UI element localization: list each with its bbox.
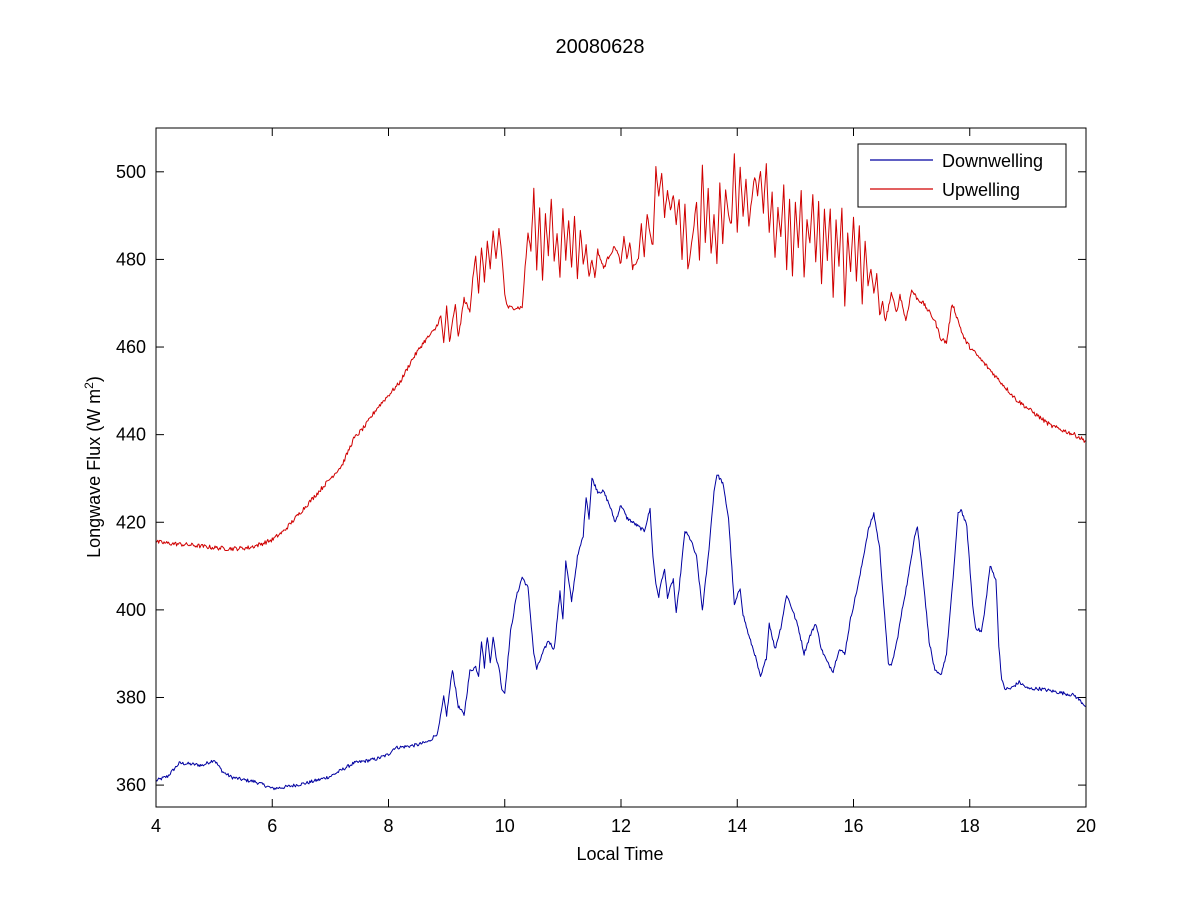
y-axis-label-suffix: ) (84, 376, 104, 382)
legend-box (857, 143, 1067, 208)
x-tick-label: 18 (960, 816, 980, 836)
x-axis-label: Local Time (576, 844, 663, 864)
series-line-upwelling (156, 153, 1086, 552)
y-tick-label: 500 (116, 162, 146, 182)
x-tick-label: 6 (267, 816, 277, 836)
x-tick-label: 20 (1076, 816, 1096, 836)
plot-area-frame (155, 127, 1087, 808)
x-tick-label: 10 (495, 816, 515, 836)
chart-title: 20080628 (556, 36, 645, 58)
legend-label-downwelling: Downwelling (942, 151, 1043, 171)
x-tick-label: 8 (383, 816, 393, 836)
legend-label-upwelling: Upwelling (942, 180, 1020, 200)
y-tick-label: 480 (116, 249, 146, 269)
x-tick-label: 12 (611, 816, 631, 836)
y-tick-label: 360 (116, 775, 146, 795)
tick-labels: 4 6 8 10 12 14 16 18 20 360 380 400 420 440 460 480 500 (116, 162, 1096, 836)
y-tick-label: 420 (116, 512, 146, 532)
y-tick-label: 380 (116, 687, 146, 707)
x-tick-label: 4 (151, 816, 161, 836)
plot-lines (156, 153, 1086, 791)
x-tick-label: 16 (843, 816, 863, 836)
legend: Downwelling Upwelling (857, 143, 1067, 208)
y-axis-label-prefix: Longwave Flux (W m (84, 389, 104, 558)
series-line-downwelling (156, 474, 1086, 791)
y-tick-label: 440 (116, 425, 146, 445)
y-tick-label: 400 (116, 600, 146, 620)
y-axis-label: Longwave Flux (W m2) (82, 376, 104, 558)
y-tick-label: 460 (116, 337, 146, 357)
y-axis-label-exponent: 2 (82, 382, 96, 389)
x-tick-label: 14 (727, 816, 747, 836)
